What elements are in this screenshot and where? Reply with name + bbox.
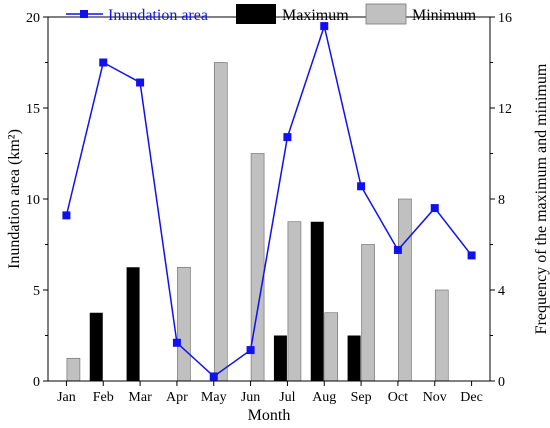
bar-maximum: [347, 335, 361, 381]
bars-layer: [66, 62, 449, 382]
point-inundation: [467, 251, 476, 260]
bar-maximum: [89, 312, 103, 381]
y-left-tick-label: 15: [26, 102, 40, 117]
bar-minimum: [213, 62, 228, 382]
x-tick-label: Mar: [128, 390, 152, 405]
bar-minimum: [177, 266, 191, 382]
point-inundation: [209, 372, 218, 381]
x-tick-label: Jan: [57, 390, 76, 405]
point-inundation: [393, 245, 402, 254]
legend-swatch-minimum: [365, 3, 407, 25]
point-inundation: [430, 204, 439, 213]
bar-minimum: [287, 221, 302, 382]
x-tick-label: Jun: [241, 390, 260, 405]
bar-minimum: [324, 312, 339, 382]
y-right-tick-label: 16: [498, 11, 512, 26]
bar-minimum: [398, 198, 412, 382]
point-inundation: [172, 338, 181, 347]
y-right-tick-label: 12: [498, 102, 512, 117]
legend: Inundation area Maximum Minimum: [66, 3, 477, 25]
y-axis-left: 0 5 10 15 20: [26, 11, 48, 390]
x-tick-label: Nov: [423, 390, 447, 405]
y-axis-right-title: Frequency of the maximum and minimum: [533, 63, 550, 334]
y-right-tick-label: 4: [498, 284, 505, 299]
bar-maximum: [126, 267, 140, 381]
legend-line-marker: [80, 10, 88, 18]
point-inundation: [320, 22, 329, 31]
legend-label-inundation: Inundation area: [108, 7, 208, 24]
y-left-tick-label: 5: [33, 284, 40, 299]
bar-minimum: [66, 357, 81, 382]
y-left-tick-label: 0: [33, 375, 40, 390]
point-inundation: [283, 133, 292, 142]
bar-maximum: [273, 335, 287, 381]
point-inundation: [99, 58, 108, 67]
y-right-tick-label: 0: [498, 375, 505, 390]
y-right-tick-label: 8: [498, 193, 505, 208]
x-tick-label: Aug: [312, 390, 336, 405]
y-axis-left-title: Inundation area (km²): [6, 129, 23, 269]
plot-frame: [47, 16, 491, 382]
x-axis: Jan Feb Mar Apr May Jun Jul Aug Sep Oct Nov Dec: [57, 381, 483, 405]
bar-minimum: [361, 244, 375, 382]
x-axis-title: Month: [248, 407, 291, 424]
y-axis-right: 0 4 8 12 16: [490, 11, 512, 390]
point-inundation: [62, 211, 71, 220]
x-tick-label: Sep: [351, 390, 372, 405]
x-tick-label: Dec: [460, 390, 483, 405]
plot-area: [47, 16, 491, 382]
legend-label-maximum: Maximum: [282, 7, 349, 24]
x-tick-label: Oct: [388, 390, 408, 405]
legend-label-minimum: Minimum: [412, 7, 477, 24]
y-left-tick-label: 20: [26, 11, 40, 26]
series-line-inundation: [65, 23, 473, 378]
x-tick-label: Apr: [166, 390, 188, 405]
x-tick-label: Jul: [279, 390, 295, 405]
point-inundation: [136, 78, 145, 87]
point-inundation: [357, 182, 366, 191]
bar-maximum: [310, 221, 324, 381]
bar-minimum: [434, 289, 449, 382]
y-left-tick-label: 10: [26, 193, 40, 208]
x-tick-label: May: [201, 390, 227, 405]
point-inundation: [246, 346, 255, 355]
line-layer: [62, 22, 476, 381]
x-tick-label: Feb: [93, 390, 114, 405]
legend-swatch-maximum: [236, 4, 276, 24]
